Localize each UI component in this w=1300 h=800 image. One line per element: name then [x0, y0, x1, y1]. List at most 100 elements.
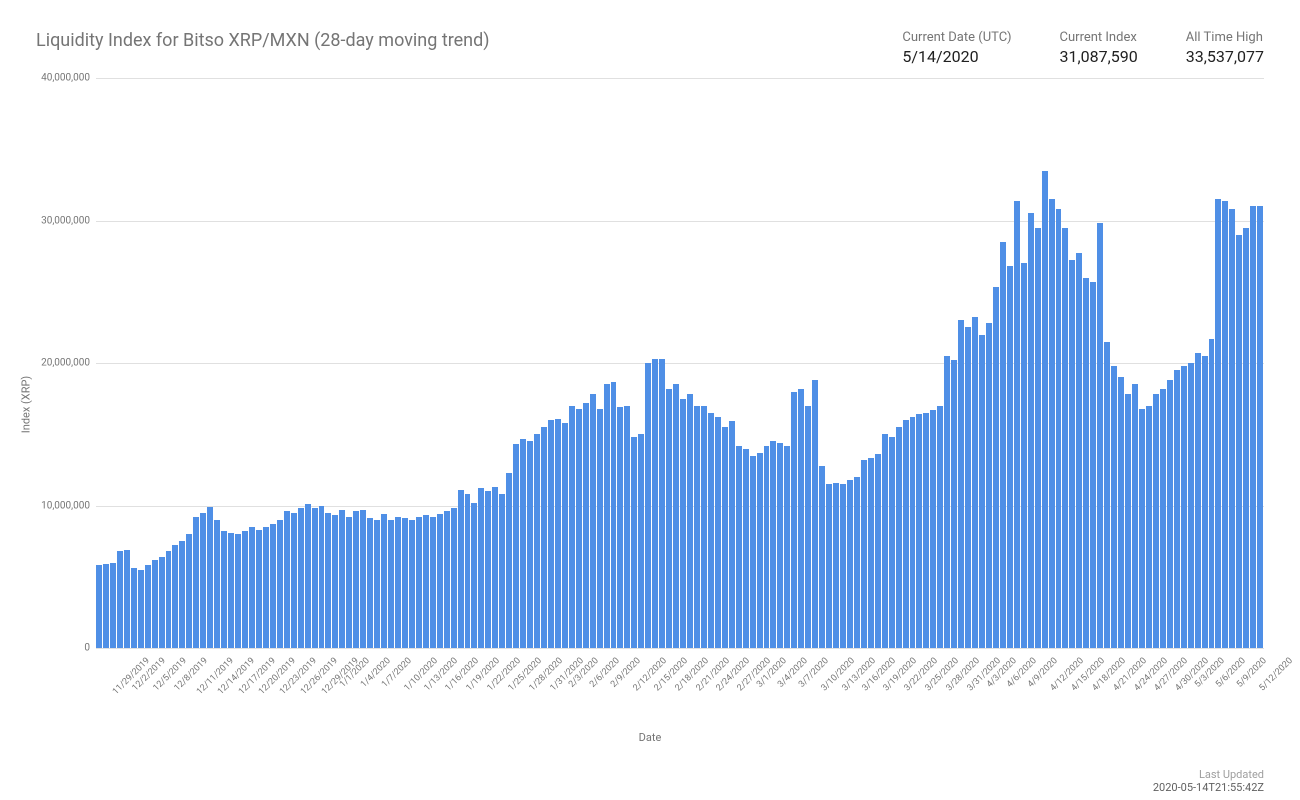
bar: [1243, 228, 1249, 648]
bar: [402, 518, 408, 648]
bar: [124, 550, 130, 648]
bar: [131, 568, 137, 648]
bar: [555, 419, 561, 648]
bar: [659, 359, 665, 648]
bar: [430, 517, 436, 648]
stat-label: Current Index: [1060, 30, 1138, 45]
bar: [1257, 206, 1263, 648]
bar: [312, 508, 318, 648]
bar: [305, 504, 311, 648]
bar: [270, 524, 276, 648]
bar: [694, 406, 700, 648]
bar: [715, 417, 721, 648]
bar: [263, 527, 269, 648]
bar: [847, 480, 853, 648]
bar: [882, 434, 888, 648]
bar: [284, 511, 290, 648]
bar: [680, 399, 686, 648]
chart-title: Liquidity Index for Bitso XRP/MXN (28-da…: [36, 30, 902, 51]
bar: [548, 420, 554, 648]
bar: [1007, 266, 1013, 648]
bar: [186, 534, 192, 648]
stat-current-index: Current Index 31,087,590: [1060, 30, 1138, 66]
bar: [930, 410, 936, 648]
bar: [1042, 171, 1048, 648]
chart-header: Liquidity Index for Bitso XRP/MXN (28-da…: [0, 0, 1300, 78]
bar: [1049, 199, 1055, 648]
plot-region: 010,000,00020,000,00030,000,00040,000,00…: [96, 78, 1264, 648]
bar: [172, 545, 178, 648]
bar: [764, 446, 770, 648]
bar: [291, 513, 297, 648]
bar: [798, 389, 804, 648]
bar: [743, 449, 749, 649]
bar: [1167, 380, 1173, 648]
bar: [1111, 366, 1117, 648]
bar: [193, 517, 199, 648]
stats-block: Current Date (UTC) 5/14/2020 Current Ind…: [902, 30, 1264, 66]
stat-value: 5/14/2020: [902, 47, 1011, 66]
stat-value: 33,537,077: [1186, 47, 1264, 66]
bar: [277, 520, 283, 648]
bar: [360, 510, 366, 648]
bar: [979, 335, 985, 649]
bar: [520, 439, 526, 648]
footer-updated: Last Updated 2020-05-14T21:55:42Z: [1153, 768, 1264, 794]
bar: [458, 490, 464, 648]
bar: [1222, 201, 1228, 648]
bar: [451, 508, 457, 648]
stat-value: 31,087,590: [1060, 47, 1138, 66]
bar: [506, 473, 512, 648]
y-tick-label: 30,000,000: [41, 215, 96, 226]
bar: [854, 477, 860, 648]
bar: [910, 417, 916, 648]
bar: [736, 446, 742, 648]
stat-all-time-high: All Time High 33,537,077: [1186, 30, 1264, 66]
bar: [1125, 394, 1131, 648]
bar: [896, 427, 902, 648]
bar: [569, 406, 575, 648]
bar: [1062, 228, 1068, 648]
bar: [611, 382, 617, 648]
bar: [200, 513, 206, 648]
x-axis-label: Date: [639, 731, 662, 744]
bar: [986, 323, 992, 648]
bar: [1118, 377, 1124, 648]
bar: [916, 414, 922, 648]
bar: [1229, 209, 1235, 648]
bar: [1083, 278, 1089, 649]
bar: [1000, 242, 1006, 648]
bar: [1181, 366, 1187, 648]
bar: [437, 514, 443, 648]
bar: [256, 530, 262, 648]
bar: [652, 359, 658, 648]
bar: [395, 517, 401, 648]
bar: [1104, 342, 1110, 648]
bar: [319, 506, 325, 649]
bar: [332, 515, 338, 648]
bar: [152, 560, 158, 648]
bar: [207, 507, 213, 648]
bar: [346, 517, 352, 648]
bar: [1146, 406, 1152, 648]
bar: [889, 437, 895, 648]
bar: [499, 494, 505, 648]
bar: [631, 437, 637, 648]
bar: [1028, 213, 1034, 648]
bar: [416, 517, 422, 648]
bar: [1195, 353, 1201, 648]
bar: [1014, 201, 1020, 648]
stat-current-date: Current Date (UTC) 5/14/2020: [902, 30, 1011, 66]
bar: [666, 389, 672, 648]
bar: [805, 406, 811, 648]
bar: [228, 533, 234, 648]
bar: [708, 413, 714, 648]
bar: [1202, 356, 1208, 648]
bar: [465, 494, 471, 648]
bar: [757, 453, 763, 648]
bar: [868, 458, 874, 648]
bar: [1056, 209, 1062, 648]
bar: [875, 454, 881, 648]
bar: [110, 563, 116, 649]
stat-label: Current Date (UTC): [902, 30, 1011, 45]
